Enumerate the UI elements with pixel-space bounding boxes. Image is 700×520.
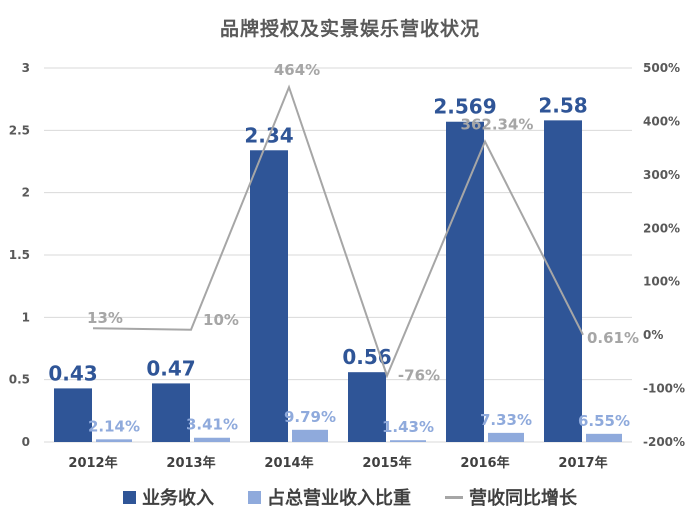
data-label-share: 1.43% [382,418,434,436]
bar-revenue [544,120,582,443]
data-label-growth: -76% [398,367,440,385]
data-label-share: 9.79% [284,408,336,426]
bar-share [586,433,622,442]
data-label-growth: 0.61% [587,329,639,347]
bar-share [194,437,230,442]
bar-share [96,439,132,442]
y-left-tick-label: 1 [22,310,30,324]
y-left-tick-label: 0 [22,435,30,449]
x-tick-label: 2013年 [166,455,215,471]
bar-share [390,440,426,442]
legend-label-revenue: 业务收入 [142,488,214,509]
y-right-tick-label: 100% [643,275,680,289]
y-left-tick-label: 2 [22,186,30,200]
x-tick-label: 2012年 [68,455,117,471]
legend-label-share: 占总营业收入比重 [267,488,411,509]
y-right-tick-label: 400% [643,114,680,128]
y-right-tick-label: -200% [643,435,685,449]
data-label-share: 6.55% [578,412,630,430]
bar-revenue [446,121,484,443]
y-left-tick-label: 2.5 [9,123,30,137]
bar-revenue [348,372,386,442]
data-label-revenue: 2.58 [538,93,587,117]
bar-share [292,429,328,442]
bar-revenue [250,150,288,442]
data-label-growth: 13% [87,309,123,327]
y-left-tick-label: 0.5 [9,373,30,387]
y-left-tick-label: 3 [22,61,30,75]
chart-plot: 0 0.5 1 1.5 2 2.5 3 -200% -100% 0% 100% 200% 300% 400… [9,61,685,471]
data-label-revenue: 0.43 [48,361,97,385]
data-label-growth: 464% [274,61,320,79]
data-label-revenue: 0.47 [146,356,195,380]
legend: 业务收入 占总营业收入比重 营收同比增长 [0,484,700,510]
bar-revenue [152,383,190,442]
legend-swatch-growth [445,495,463,499]
legend-label-growth: 营收同比增长 [469,488,577,509]
x-tick-label: 2017年 [558,455,607,471]
y-right-tick-label: 0% [643,328,663,342]
x-tick-label: 2014年 [264,455,313,471]
data-label-growth: 362.34% [461,116,534,134]
x-tick-label: 2015年 [362,455,411,471]
y-right-tick-label: 300% [643,168,680,182]
legend-swatch-revenue [123,490,136,504]
data-label-growth: 10% [203,311,239,329]
bar-revenue [54,388,92,442]
legend-item-share: 占总营业收入比重 [248,484,411,510]
line-growth [92,84,584,379]
y-right-tick-label: -100% [643,382,685,396]
legend-swatch-share [248,490,261,504]
bar-share [488,432,524,442]
y-right-tick-label: 200% [643,221,680,235]
y-left-tick-label: 1.5 [9,248,30,262]
y-right-tick-label: 500% [643,61,680,75]
chart-title: 品牌授权及实景娱乐营收状况 [219,18,480,40]
data-label-share: 2.14% [88,417,140,435]
legend-item-growth: 营收同比增长 [445,484,577,510]
data-label-share: 7.33% [480,411,532,429]
data-label-revenue: 2.569 [433,95,496,119]
x-tick-label: 2016年 [460,455,509,471]
data-label-share: 3.41% [186,416,238,434]
legend-item-revenue: 业务收入 [123,484,214,510]
